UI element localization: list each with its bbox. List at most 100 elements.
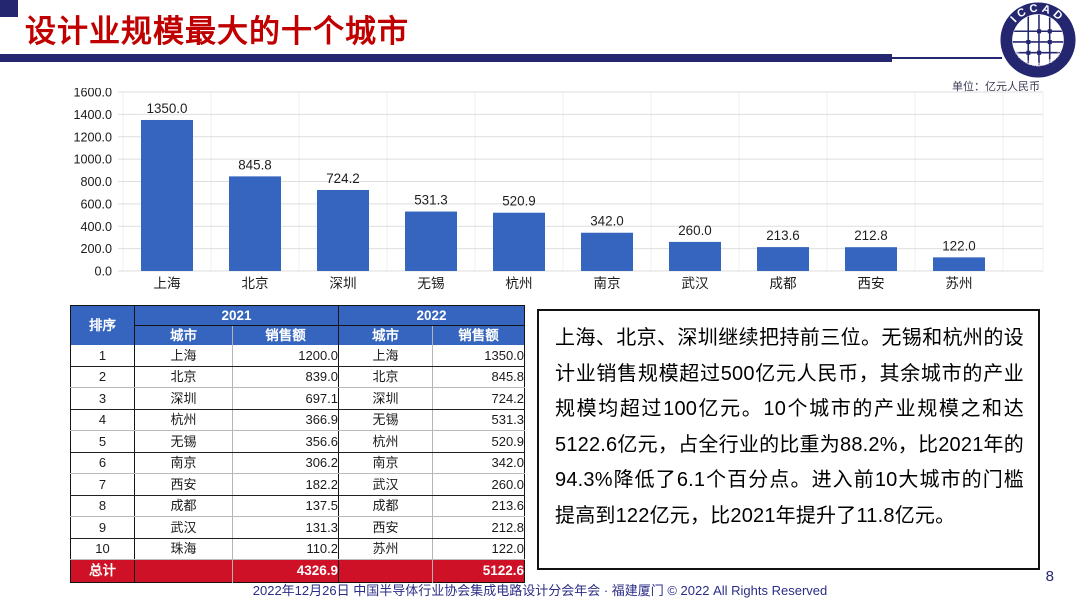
y-tick-label: 600.0	[80, 197, 112, 211]
x-category-label: 苏州	[945, 276, 972, 291]
bar-value-label: 260.0	[678, 223, 712, 238]
city-2022-cell: 深圳	[338, 387, 434, 410]
logo-circuit-dots	[1026, 29, 1052, 55]
sales-2022-cell: 213.6	[432, 495, 525, 517]
bar-value-label: 342.0	[590, 214, 624, 229]
sales-2022-cell: 212.8	[432, 516, 525, 539]
city-sales-table: 排序 2021 2022 城市 销售额 城市 销售额 1 上海 1200.0 上海 1350.0 2 北…	[70, 305, 526, 583]
bar-上海	[141, 119, 193, 271]
rank-cell: 2	[70, 366, 135, 388]
bar-value-label: 1350.0	[147, 101, 188, 116]
x-category-label: 成都	[769, 276, 797, 291]
rank-cell: 3	[70, 387, 135, 410]
rank-cell: 1	[70, 345, 135, 367]
bar-成都	[757, 247, 809, 271]
city-2022-cell: 上海	[338, 345, 434, 367]
bar-深圳	[317, 189, 369, 271]
table-row-rank-6: 6 南京 306.2 南京 342.0	[70, 452, 525, 474]
x-category-label: 武汉	[681, 276, 709, 291]
bar-value-label: 212.8	[854, 228, 888, 243]
sales-2022-cell: 724.2	[432, 387, 525, 410]
bar-value-label: 520.9	[502, 194, 536, 209]
y-tick-label: 1600.0	[73, 88, 112, 100]
sales-2021-cell: 356.6	[232, 430, 340, 453]
table-row-rank-1: 1 上海 1200.0 上海 1350.0	[70, 345, 525, 367]
table-total-row: 总计 4326.9 5122.6	[70, 559, 525, 583]
sales-2022-cell: 845.8	[432, 366, 525, 388]
sales-2022-cell: 531.3	[432, 409, 525, 431]
table-subheader-city-2021: 城市	[134, 325, 233, 345]
rank-cell: 4	[70, 409, 135, 431]
rank-cell: 10	[70, 538, 135, 560]
sales-2021-cell: 366.9	[232, 409, 340, 431]
city-2022-cell: 南京	[338, 452, 434, 474]
sales-2021-cell: 131.3	[232, 516, 340, 539]
bar-value-label: 213.6	[766, 228, 800, 243]
table-row-rank-5: 5 无锡 356.6 杭州 520.9	[70, 430, 525, 453]
city-2021-cell: 南京	[134, 452, 233, 474]
sales-2022-cell: 1350.0	[432, 345, 525, 367]
bar-value-label: 122.0	[942, 238, 976, 253]
bar-南京	[581, 232, 633, 271]
city-2021-cell: 杭州	[134, 409, 233, 431]
sales-2021-cell: 110.2	[232, 538, 340, 560]
table-row-rank-4: 4 杭州 366.9 无锡 531.3	[70, 409, 525, 431]
y-tick-label: 800.0	[80, 175, 112, 189]
sales-2022-cell: 520.9	[432, 430, 525, 453]
sales-2021-cell: 839.0	[232, 366, 340, 388]
table-row-rank-2: 2 北京 839.0 北京 845.8	[70, 366, 525, 388]
sales-2021-cell: 1200.0	[232, 345, 340, 367]
city-2022-cell: 西安	[338, 516, 434, 539]
table-subheader-sales-2022: 销售额	[432, 325, 525, 345]
title-underline-thick	[0, 54, 892, 62]
city-2021-cell: 北京	[134, 366, 233, 388]
table-row-rank-3: 3 深圳 697.1 深圳 724.2	[70, 387, 525, 410]
total-sales-2021-cell: 4326.9	[232, 559, 340, 583]
rank-cell: 9	[70, 516, 135, 539]
table-row-rank-8: 8 成都 137.5 成都 213.6	[70, 495, 525, 517]
city-2022-cell: 杭州	[338, 430, 434, 453]
y-tick-label: 1200.0	[73, 130, 112, 144]
table-row-rank-7: 7 西安 182.2 武汉 260.0	[70, 473, 525, 496]
commentary-box: 上海、北京、深圳继续把持前三位。无锡和杭州的设计业销售规模超过500亿元人民币，…	[537, 309, 1040, 570]
y-tick-label: 1400.0	[73, 108, 112, 122]
bar-value-label: 531.3	[414, 193, 448, 208]
x-category-label: 北京	[241, 276, 268, 291]
title-underline-thin	[892, 57, 1002, 59]
x-category-label: 南京	[593, 276, 620, 291]
city-2021-cell: 无锡	[134, 430, 233, 453]
city-2021-cell: 成都	[134, 495, 233, 517]
sales-2021-cell: 306.2	[232, 452, 340, 474]
x-category-label: 杭州	[505, 276, 532, 291]
bar-value-label: 845.8	[238, 157, 272, 172]
sales-2021-cell: 697.1	[232, 387, 340, 410]
city-2022-cell: 北京	[338, 366, 434, 388]
rank-cell: 8	[70, 495, 135, 517]
chart-unit-label: 单位：亿元人民币	[952, 81, 1040, 93]
sales-2022-cell: 122.0	[432, 538, 525, 560]
city-2021-cell: 珠海	[134, 538, 233, 560]
city-2021-cell: 西安	[134, 473, 233, 496]
city-2022-cell: 苏州	[338, 538, 434, 560]
y-tick-label: 1000.0	[73, 153, 112, 167]
city-2022-cell: 成都	[338, 495, 434, 517]
city-2022-cell: 无锡	[338, 409, 434, 431]
footer-copyright: 2022年12月26日 中国半导体行业协会集成电路设计分会年会 · 福建厦门 ©…	[252, 583, 828, 598]
y-tick-label: 400.0	[80, 220, 112, 234]
bar-无锡	[405, 211, 457, 271]
bar-西安	[845, 247, 897, 271]
bar-chart: 0.0 200.0 400.0 600.0 800.0 1000.0 1200.0 1400.…	[0, 86, 1060, 300]
bar-北京	[229, 176, 281, 271]
sales-2022-cell: 260.0	[432, 473, 525, 496]
bar-杭州	[493, 212, 545, 271]
table-subheader-sales-2021: 销售额	[232, 325, 340, 345]
x-category-label: 上海	[153, 276, 181, 291]
page-title: 设计业规模最大的十个城市	[25, 14, 409, 49]
total-label-cell: 总计	[70, 559, 135, 583]
city-2021-cell: 深圳	[134, 387, 233, 410]
table-row-rank-9: 9 武汉 131.3 西安 212.8	[70, 516, 525, 539]
city-2021-cell: 上海	[134, 345, 233, 367]
x-category-label: 无锡	[417, 276, 444, 291]
rank-cell: 7	[70, 473, 135, 496]
table-header-rank: 排序	[70, 305, 135, 345]
